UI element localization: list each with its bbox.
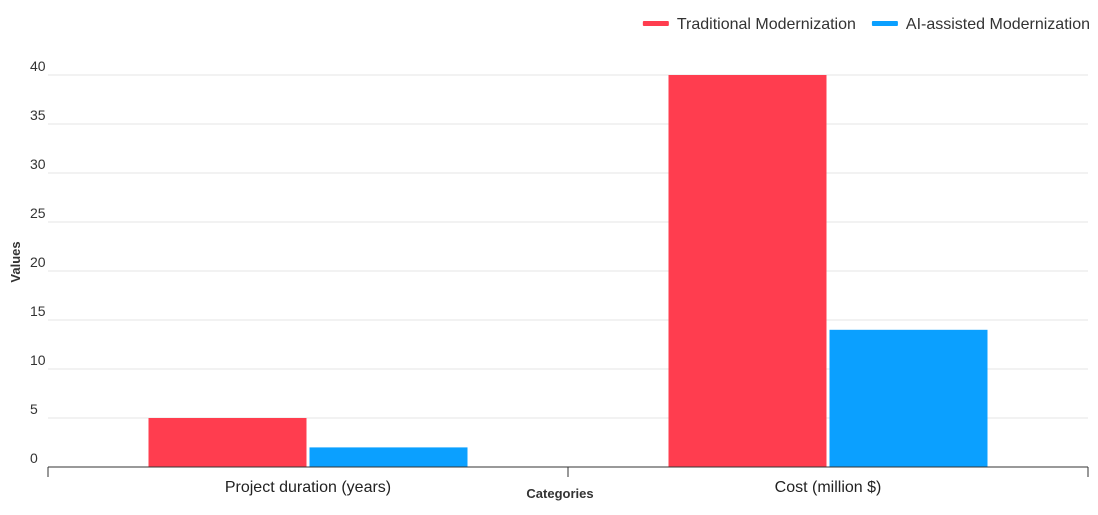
y-axis-ticks: 0 5 10 15 20 25 30 35 40 — [30, 58, 46, 466]
y-tick-label: 10 — [30, 352, 46, 368]
legend-entry: AI-assisted Modernization — [871, 16, 1090, 33]
legend-swatch — [871, 21, 898, 26]
bars — [148, 75, 988, 467]
x-axis-category-labels: Project duration (years) Cost (million $) — [225, 479, 881, 496]
legend: Traditional Modernization AI-assisted Mod… — [642, 16, 1090, 33]
y-tick-label: 40 — [30, 58, 46, 74]
legend-label: AI-assisted Modernization — [906, 16, 1090, 33]
legend-label: Traditional Modernization — [677, 16, 856, 33]
y-axis-title: Values — [8, 241, 23, 282]
bar-traditional — [668, 75, 827, 467]
x-category-label: Project duration (years) — [225, 479, 391, 496]
y-tick-label: 35 — [30, 107, 46, 123]
y-tick-label: 15 — [30, 303, 46, 319]
y-tick-label: 25 — [30, 205, 46, 221]
legend-swatch — [642, 21, 669, 26]
y-tick-label: 30 — [30, 156, 46, 172]
bar-traditional — [148, 418, 307, 467]
y-tick-label: 5 — [30, 401, 38, 417]
y-tick-label: 20 — [30, 254, 46, 270]
legend-entry: Traditional Modernization — [642, 16, 856, 33]
bar-ai-assisted — [829, 329, 988, 467]
x-axis-title: Categories — [526, 486, 593, 501]
y-tick-label: 0 — [30, 450, 38, 466]
grid-lines — [48, 74, 1088, 419]
x-axis — [47, 466, 1089, 477]
bar-ai-assisted — [309, 447, 468, 467]
x-category-label: Cost (million $) — [775, 479, 882, 496]
